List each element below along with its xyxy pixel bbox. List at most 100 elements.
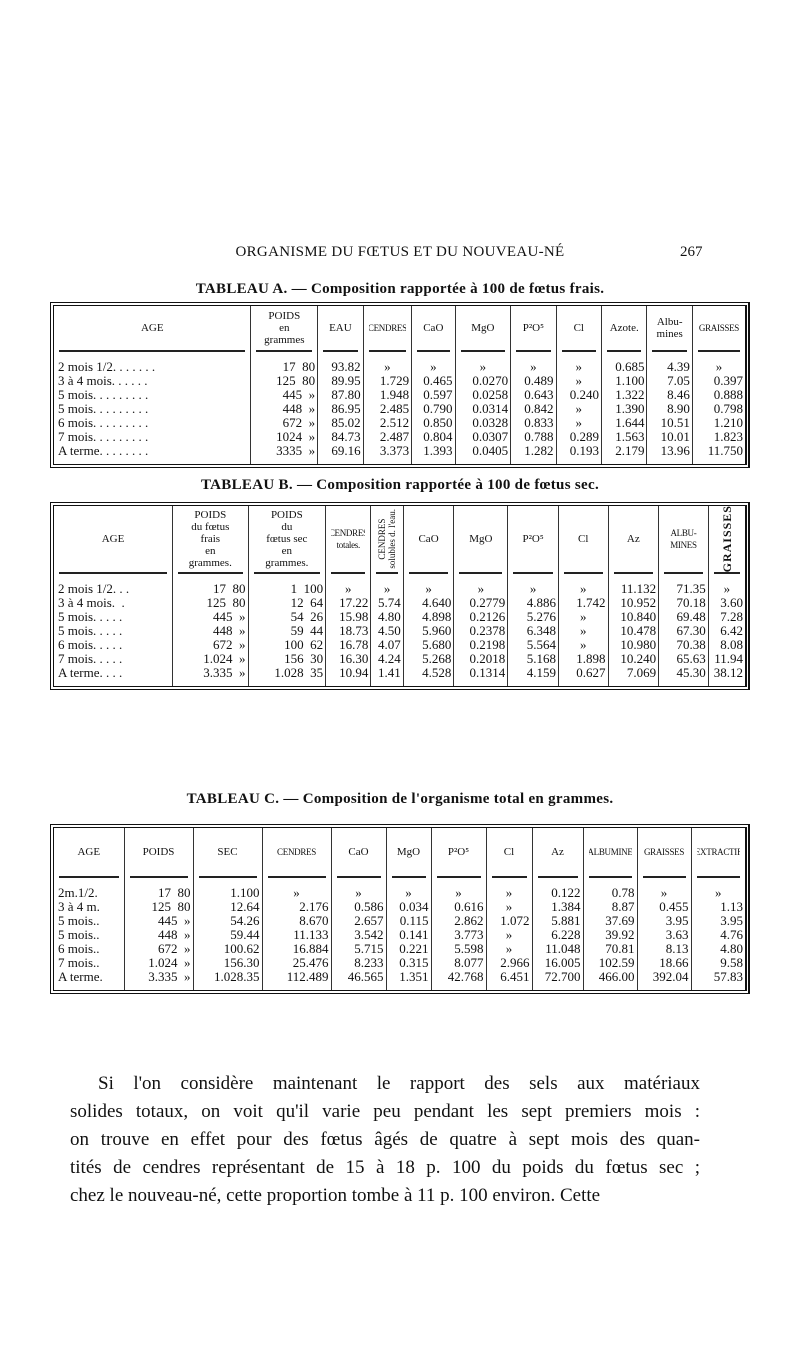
row-label: 3 à 4 mois. .	[58, 596, 125, 610]
table-cell: 39.92	[582, 928, 637, 942]
table-cell: 0.0307	[454, 430, 511, 444]
table-cell: »	[555, 360, 602, 374]
table-cell: 2.657	[330, 914, 386, 928]
row-label: 3 à 4 mois. . . . . .	[58, 374, 148, 388]
table-cell: 5.268	[402, 652, 454, 666]
table-c: AGE POIDS SEC CENDRES CaO MgO P²O⁵ Cl Az ALBUMINE…	[50, 824, 750, 994]
table-cell: 1.823	[691, 430, 745, 444]
table-cell: »	[555, 402, 602, 416]
table-cell: 3.63	[636, 928, 691, 942]
table-row: 5 mois.. 445 » 54.26 8.670 2.657 0.115 2.862 1.…	[54, 914, 745, 928]
table-cell: 69.48	[658, 610, 709, 624]
column-header: CaO	[411, 306, 456, 352]
table-cell: 3.373	[362, 444, 412, 458]
table-cell: 1.644	[600, 416, 647, 430]
column-header: EXTRACTIF	[690, 828, 745, 878]
table-c-title: TABLEAU C. — Composition de l'organisme …	[186, 791, 614, 807]
table-cell: 3.773	[430, 928, 486, 942]
column-header: Cl	[485, 828, 532, 878]
table-cell: 5.881	[531, 914, 583, 928]
data-table: AGE POIDS en grammes EAU CENDRES CaO MgO P²O⁵ C…	[54, 306, 745, 464]
table-cell: 1.072	[485, 914, 532, 928]
column-header: EAU	[317, 306, 364, 352]
table-cell: »	[325, 582, 371, 596]
table-cell: 38.12	[707, 666, 745, 680]
table-cell: 0.804	[411, 430, 456, 444]
table-cell: 7.28	[707, 610, 745, 624]
table-cell: 11.94	[707, 652, 745, 666]
table-cell: »	[510, 360, 557, 374]
table-cell: 4.528	[402, 666, 454, 680]
table-cell: 2.485	[362, 402, 412, 416]
column-header: CENDRES	[362, 306, 412, 352]
table-cell: 0.2126	[453, 610, 508, 624]
column-header: CaO	[330, 828, 386, 878]
row-label: A terme.	[58, 970, 103, 984]
row-label: 7 mois. . . . . . . . .	[58, 430, 149, 444]
column-header: AGE	[54, 506, 173, 574]
table-cell: 1.024 »	[123, 956, 193, 970]
table-cell: 5.74	[370, 596, 404, 610]
table-cell: 17 80	[123, 886, 193, 900]
table-cell: 16.30	[325, 652, 371, 666]
table-cell: 17 80	[172, 582, 249, 596]
table-cell: »	[557, 582, 609, 596]
row-label: 5 mois..	[58, 928, 100, 942]
table-cell: 445 »	[123, 914, 193, 928]
table-row: 5 mois. . . . . . . . . 448 » 86.95 2.485 0.…	[54, 402, 745, 416]
table-cell: 11.750	[691, 444, 745, 458]
table-cell: 11.133	[261, 928, 331, 942]
table-cell: 448 »	[250, 402, 318, 416]
table-cell: 672 »	[250, 416, 318, 430]
table-cell: 10.980	[607, 638, 659, 652]
table-cell: 1.282	[510, 444, 557, 458]
column-header: ALBUMINE	[582, 828, 637, 878]
table-cell: 71.35	[658, 582, 709, 596]
table-cell: 1.322	[600, 388, 647, 402]
table-row: 5 mois. . . . . 445 » 54 26 15.98 4.80 4.898 0…	[54, 610, 745, 624]
table-cell: 1.563	[600, 430, 647, 444]
table-cell: 70.38	[658, 638, 709, 652]
table-cell: 70.18	[658, 596, 709, 610]
table-cell: 7.05	[646, 374, 693, 388]
row-label: 6 mois..	[58, 942, 100, 956]
column-header: ALBU- MINES	[658, 506, 709, 574]
table-row: 7 mois.. 1.024 » 156.30 25.476 8.233 0.315 8.0…	[54, 956, 745, 970]
table-cell: 10.840	[607, 610, 659, 624]
paragraph-line: tités de cendres représentant de 15 à 18…	[70, 1157, 700, 1178]
column-header: POIDS	[123, 828, 193, 878]
table-cell: 12.64	[192, 900, 262, 914]
table-cell: 3.542	[330, 928, 386, 942]
table-cell: 1.948	[362, 388, 412, 402]
table-cell: 0.798	[691, 402, 745, 416]
table-cell: 5.276	[507, 610, 559, 624]
table-cell: 5.598	[430, 942, 486, 956]
table-cell: 0.0314	[454, 402, 511, 416]
table-cell: 10.240	[607, 652, 659, 666]
row-label: 2 mois 1/2. . .	[58, 582, 130, 596]
table-cell: 0.0258	[454, 388, 511, 402]
table-cell: 4.640	[402, 596, 454, 610]
table-cell: »	[557, 610, 609, 624]
table-cell: »	[555, 416, 602, 430]
table-cell: 2.487	[362, 430, 412, 444]
table-cell: 59 44	[247, 624, 326, 638]
table-cell: 3.95	[636, 914, 691, 928]
table-cell: 0.850	[411, 416, 456, 430]
table-cell: 0.790	[411, 402, 456, 416]
column-header: Cl	[555, 306, 602, 352]
table-cell: 156.30	[192, 956, 262, 970]
table-cell: 8.46	[646, 388, 693, 402]
table-cell: 4.80	[690, 942, 745, 956]
table-cell: »	[557, 638, 609, 652]
table-cell: 1.390	[600, 402, 647, 416]
table-cell: 17 80	[250, 360, 318, 374]
column-header: Albu- mines	[646, 306, 693, 352]
table-cell: »	[454, 360, 511, 374]
column-header: GRAISSES	[691, 306, 745, 352]
table-cell: 102.59	[582, 956, 637, 970]
table-cell: »	[402, 582, 454, 596]
row-label: 2m.1/2.	[58, 886, 98, 900]
table-cell: 4.07	[370, 638, 404, 652]
table-row: 7 mois. . . . . . . . . 1024 » 84.73 2.487 0…	[54, 430, 745, 444]
